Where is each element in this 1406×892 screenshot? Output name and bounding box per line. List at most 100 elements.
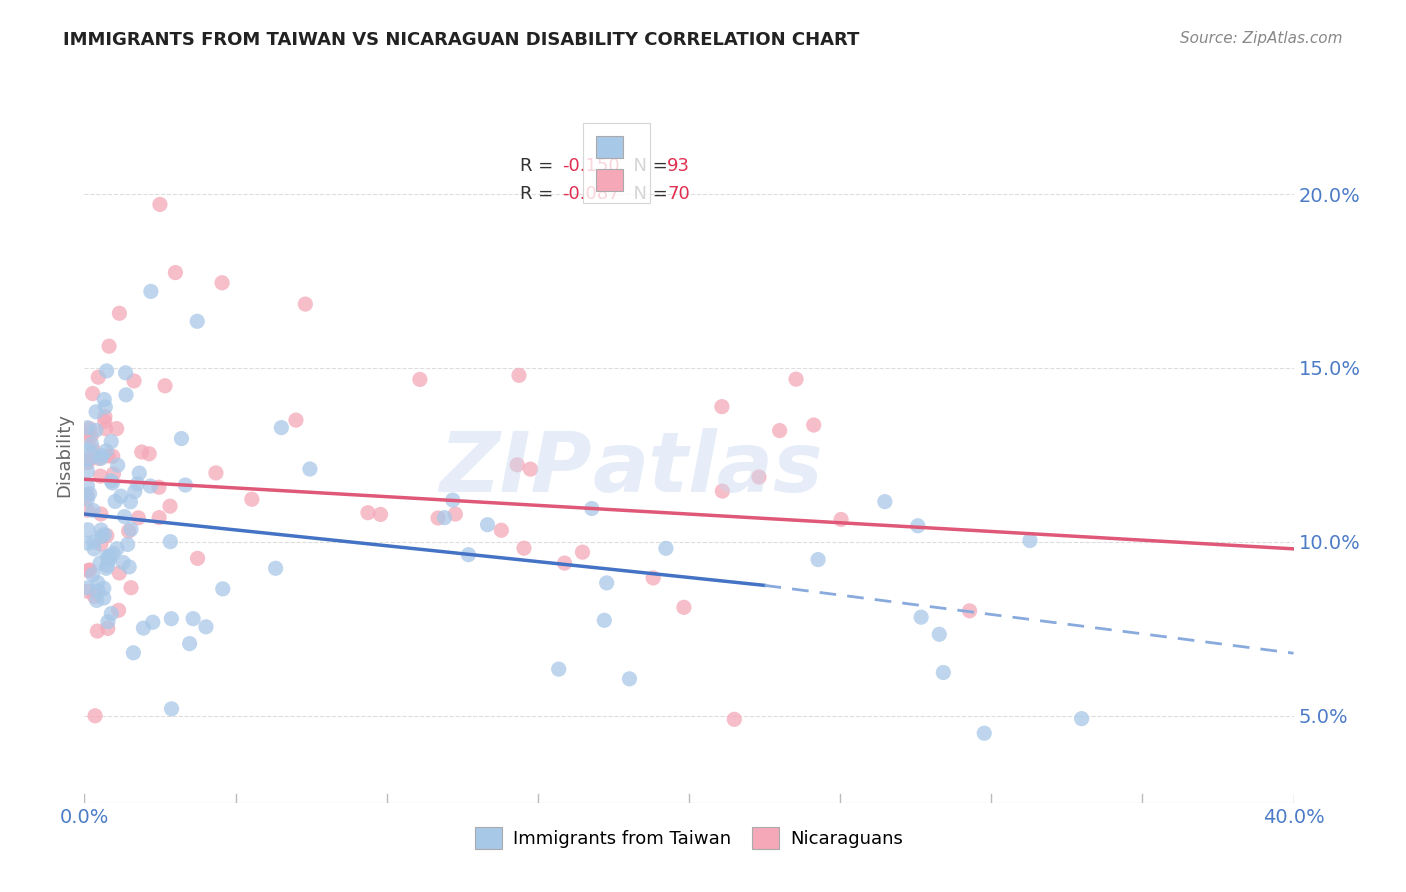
Point (1070, 712, 1092, 726)
Point (76, 420, 98, 434)
Point (619, 672, 641, 686)
Point (513, 541, 536, 556)
Point (76, 464, 98, 478)
Text: -0.150: -0.150 (562, 157, 620, 175)
Point (80, 429, 103, 443)
Point (973, 726, 995, 740)
Point (87, 575, 110, 590)
Point (186, 314, 208, 328)
Point (76, 489, 98, 503)
Point (165, 266, 187, 280)
Point (122, 646, 145, 660)
Point (211, 582, 233, 596)
Point (122, 374, 145, 388)
Point (132, 621, 155, 635)
Point (94, 400, 117, 414)
Text: R =: R = (520, 157, 558, 175)
Point (1019, 533, 1042, 548)
Point (96, 364, 118, 378)
Point (433, 510, 456, 524)
Point (571, 545, 593, 559)
Point (96, 558, 118, 573)
Text: N =: N = (623, 157, 673, 175)
Point (270, 420, 292, 434)
Point (114, 509, 136, 524)
Point (160, 702, 183, 716)
Point (803, 417, 825, 432)
Point (148, 510, 170, 524)
Point (89, 469, 111, 483)
Point (444, 507, 467, 521)
Point (76, 536, 98, 550)
Point (87, 451, 110, 466)
Point (93, 392, 115, 407)
Point (84, 405, 107, 419)
Text: Source: ZipAtlas.com: Source: ZipAtlas.com (1180, 31, 1343, 46)
Text: N =: N = (623, 185, 673, 203)
Point (595, 575, 617, 590)
Point (240, 492, 263, 507)
Point (98, 552, 121, 566)
Point (357, 506, 380, 520)
Point (100, 474, 122, 488)
Point (672, 600, 695, 615)
Point (103, 546, 125, 560)
Point (120, 495, 142, 509)
Text: IMMIGRANTS FROM TAIWAN VS NICARAGUAN DISABILITY CORRELATION CHART: IMMIGRANTS FROM TAIWAN VS NICARAGUAN DIS… (63, 31, 859, 49)
Point (547, 662, 569, 676)
Text: R =: R = (520, 185, 558, 203)
Point (153, 378, 176, 392)
Point (76, 478, 98, 492)
Point (932, 665, 955, 680)
Point (785, 372, 807, 386)
Point (93, 414, 115, 428)
Point (79, 422, 101, 436)
Point (79, 563, 101, 577)
Point (79, 486, 101, 500)
Point (98, 549, 121, 564)
Point (148, 480, 170, 494)
Point (160, 612, 183, 626)
Point (103, 467, 125, 481)
Point (959, 604, 981, 618)
Point (139, 285, 162, 299)
Point (76, 523, 98, 537)
Point (83, 541, 105, 556)
Point (643, 571, 665, 585)
Point (723, 712, 745, 726)
Point (128, 466, 150, 480)
Point (82, 567, 104, 582)
Point (82, 386, 104, 401)
Point (370, 508, 392, 522)
Point (655, 541, 678, 556)
Point (131, 445, 153, 459)
Point (711, 484, 734, 499)
Point (179, 637, 201, 651)
Point (96, 549, 118, 564)
Point (491, 523, 513, 537)
Point (82, 443, 104, 458)
Point (100, 434, 122, 449)
Point (124, 484, 146, 499)
Point (76, 456, 98, 470)
Point (87, 370, 110, 384)
Point (907, 518, 929, 533)
Point (748, 470, 770, 484)
Point (100, 607, 122, 621)
Point (101, 475, 124, 490)
Point (86, 593, 108, 607)
Point (159, 499, 181, 513)
Point (83, 535, 105, 549)
Point (118, 560, 141, 574)
Point (194, 620, 217, 634)
Point (93, 591, 115, 605)
Point (264, 561, 287, 575)
Point (86, 624, 108, 638)
Point (211, 276, 233, 290)
Point (139, 479, 162, 493)
Point (117, 537, 139, 551)
Point (115, 388, 138, 402)
Point (96, 561, 118, 575)
Point (205, 466, 228, 480)
Point (187, 551, 209, 566)
